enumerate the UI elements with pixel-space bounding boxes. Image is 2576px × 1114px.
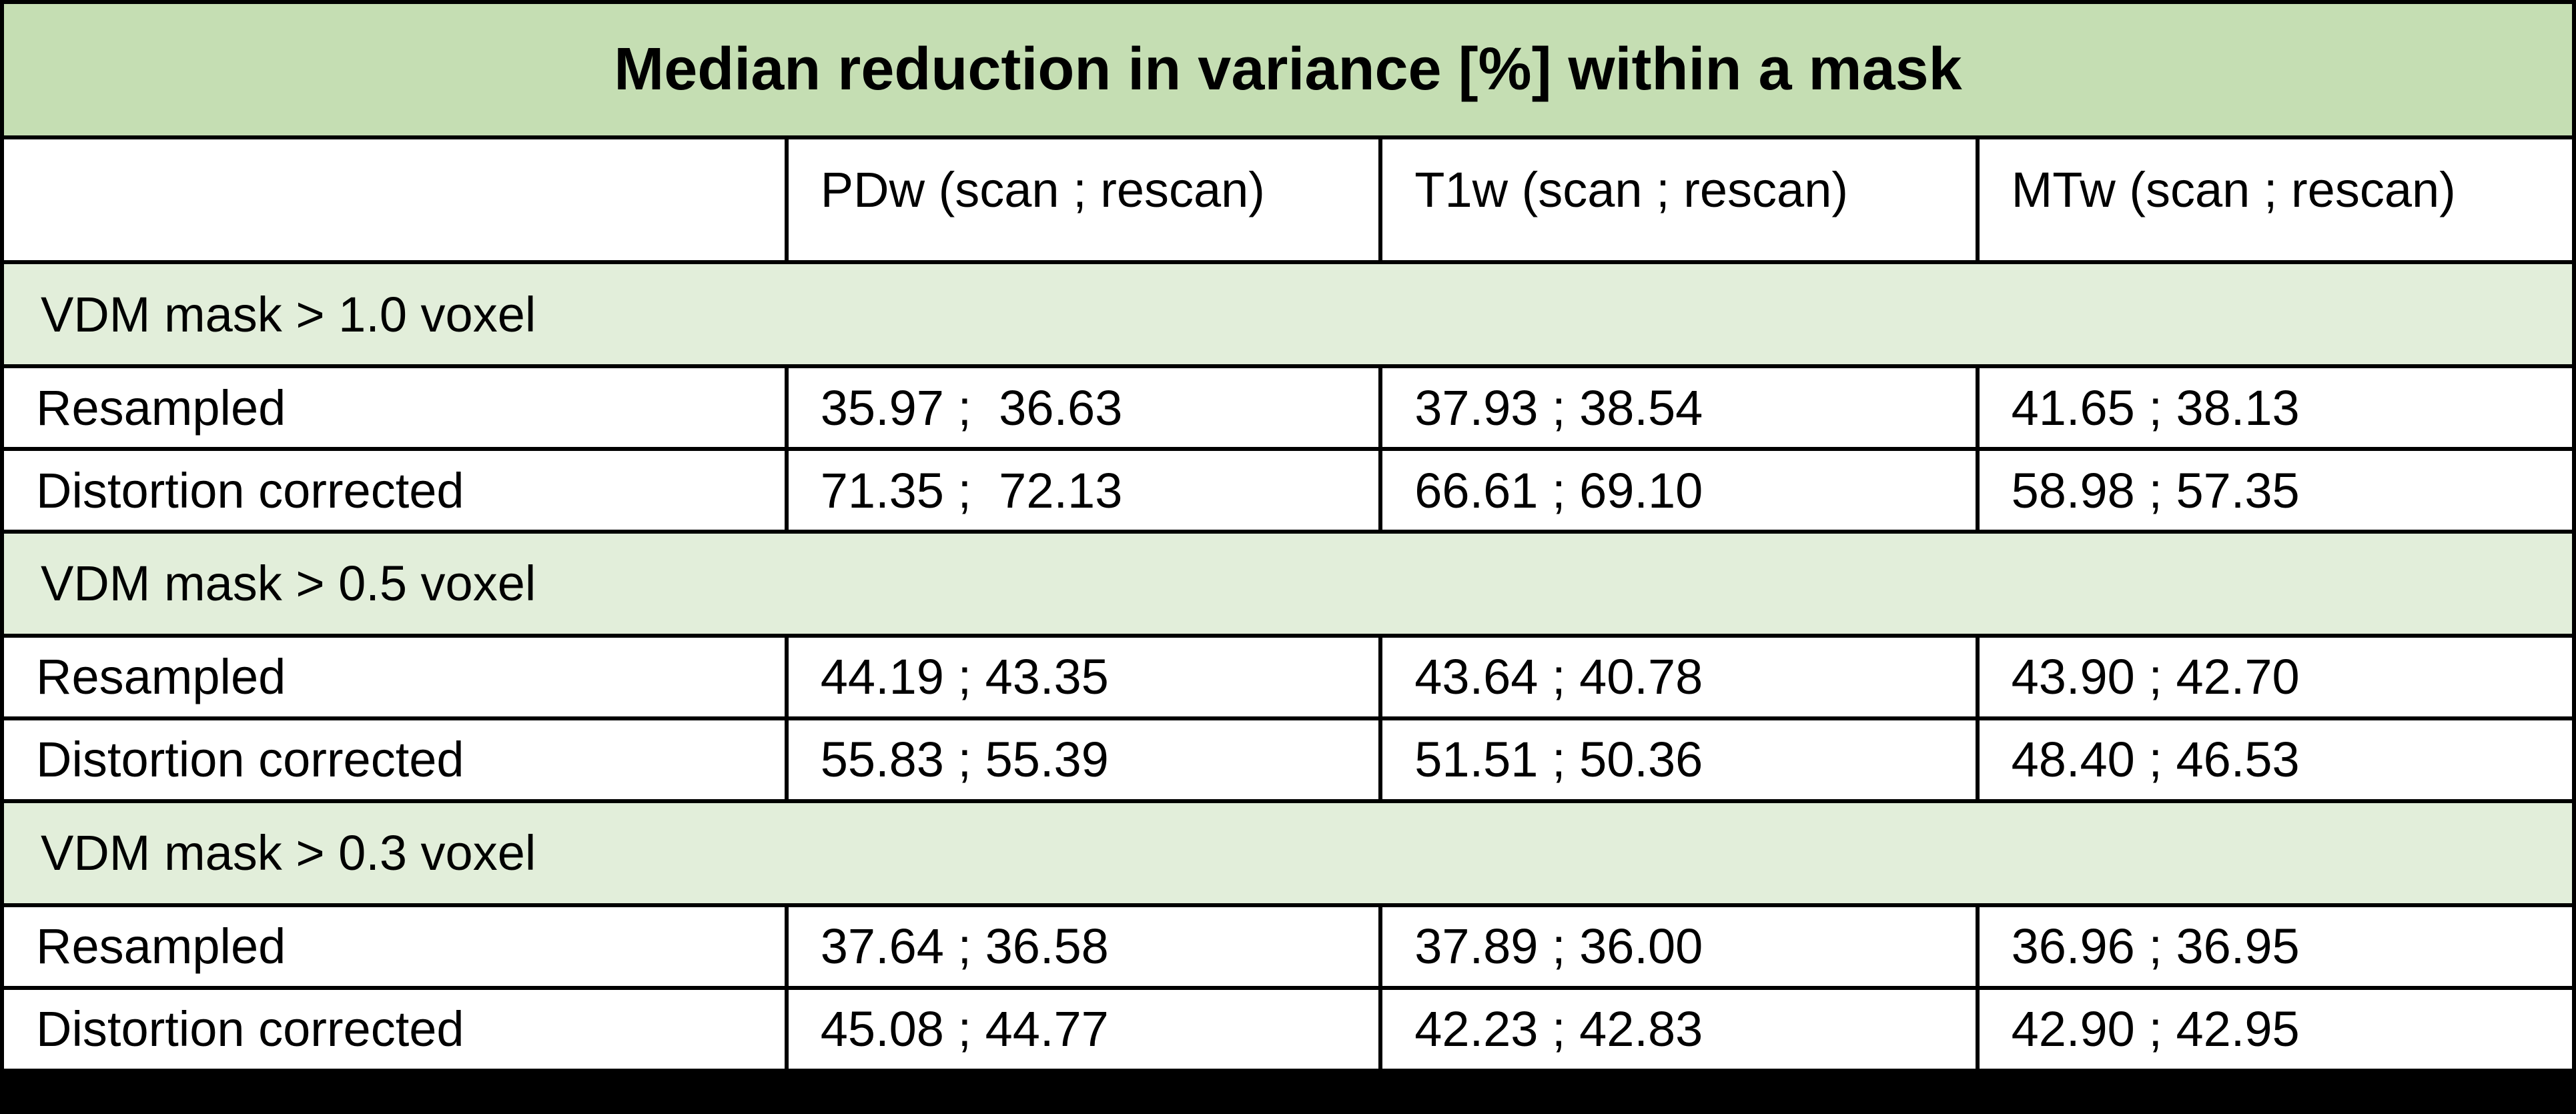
row-label-resampled: Resampled [0, 364, 789, 452]
section-header-vdm-0-3: VDM mask > 0.3 voxel [0, 799, 2576, 907]
value-cell-pdw: 45.08 ; 44.77 [784, 985, 1383, 1073]
value-cell-pdw: 35.97 ; 36.63 [784, 364, 1383, 452]
section-header-vdm-1-0: VDM mask > 1.0 voxel [0, 260, 2576, 369]
value-cell-t1w: 51.51 ; 50.36 [1378, 716, 1980, 804]
table-row: Distortion corrected 71.35 ; 72.13 66.61… [0, 447, 2576, 534]
value-cell-mtw: 36.96 ; 36.95 [1975, 903, 2576, 990]
table-row: Distortion corrected 45.08 ; 44.77 42.23… [0, 985, 2576, 1073]
value-cell-pdw: 37.64 ; 36.58 [784, 903, 1383, 990]
value-cell-t1w: 37.89 ; 36.00 [1378, 903, 1980, 990]
value-cell-mtw: 48.40 ; 46.53 [1975, 716, 2576, 804]
table-row: Resampled 44.19 ; 43.35 43.64 ; 40.78 43… [0, 634, 2576, 721]
section-header-vdm-0-5: VDM mask > 0.5 voxel [0, 530, 2576, 638]
value-cell-pdw: 44.19 ; 43.35 [784, 634, 1383, 721]
row-label-distortion-corrected: Distortion corrected [0, 985, 789, 1073]
value-cell-pdw: 55.83 ; 55.39 [784, 716, 1383, 804]
bottom-black-bar [0, 1073, 2576, 1114]
value-cell-pdw: 71.35 ; 72.13 [784, 447, 1383, 534]
value-cell-mtw: 41.65 ; 38.13 [1975, 364, 2576, 452]
column-header-pdw: PDw (scan ; rescan) [784, 135, 1383, 265]
table-title-row: Median reduction in variance [%] within … [0, 0, 2576, 139]
table-row: Resampled 35.97 ; 36.63 37.93 ; 38.54 41… [0, 364, 2576, 452]
value-cell-mtw: 43.90 ; 42.70 [1975, 634, 2576, 721]
row-label-distortion-corrected: Distortion corrected [0, 716, 789, 804]
table-row: Distortion corrected 55.83 ; 55.39 51.51… [0, 716, 2576, 804]
value-cell-mtw: 58.98 ; 57.35 [1975, 447, 2576, 534]
section-header-row: VDM mask > 1.0 voxel [0, 260, 2576, 369]
row-label-resampled: Resampled [0, 903, 789, 990]
value-cell-mtw: 42.90 ; 42.95 [1975, 985, 2576, 1073]
row-label-resampled: Resampled [0, 634, 789, 721]
column-header-t1w: T1w (scan ; rescan) [1378, 135, 1980, 265]
value-cell-t1w: 37.93 ; 38.54 [1378, 364, 1980, 452]
column-header-empty [0, 135, 789, 265]
column-header-row: PDw (scan ; rescan) T1w (scan ; rescan) … [0, 135, 2576, 265]
table-title: Median reduction in variance [%] within … [0, 0, 2576, 139]
table-row: Resampled 37.64 ; 36.58 37.89 ; 36.00 36… [0, 903, 2576, 990]
column-header-mtw: MTw (scan ; rescan) [1975, 135, 2576, 265]
value-cell-t1w: 43.64 ; 40.78 [1378, 634, 1980, 721]
table-container: Median reduction in variance [%] within … [0, 0, 2576, 1073]
value-cell-t1w: 42.23 ; 42.83 [1378, 985, 1980, 1073]
row-label-distortion-corrected: Distortion corrected [0, 447, 789, 534]
section-header-row: VDM mask > 0.3 voxel [0, 799, 2576, 907]
value-cell-t1w: 66.61 ; 69.10 [1378, 447, 1980, 534]
median-variance-reduction-table: Median reduction in variance [%] within … [0, 0, 2576, 1073]
section-header-row: VDM mask > 0.5 voxel [0, 530, 2576, 638]
